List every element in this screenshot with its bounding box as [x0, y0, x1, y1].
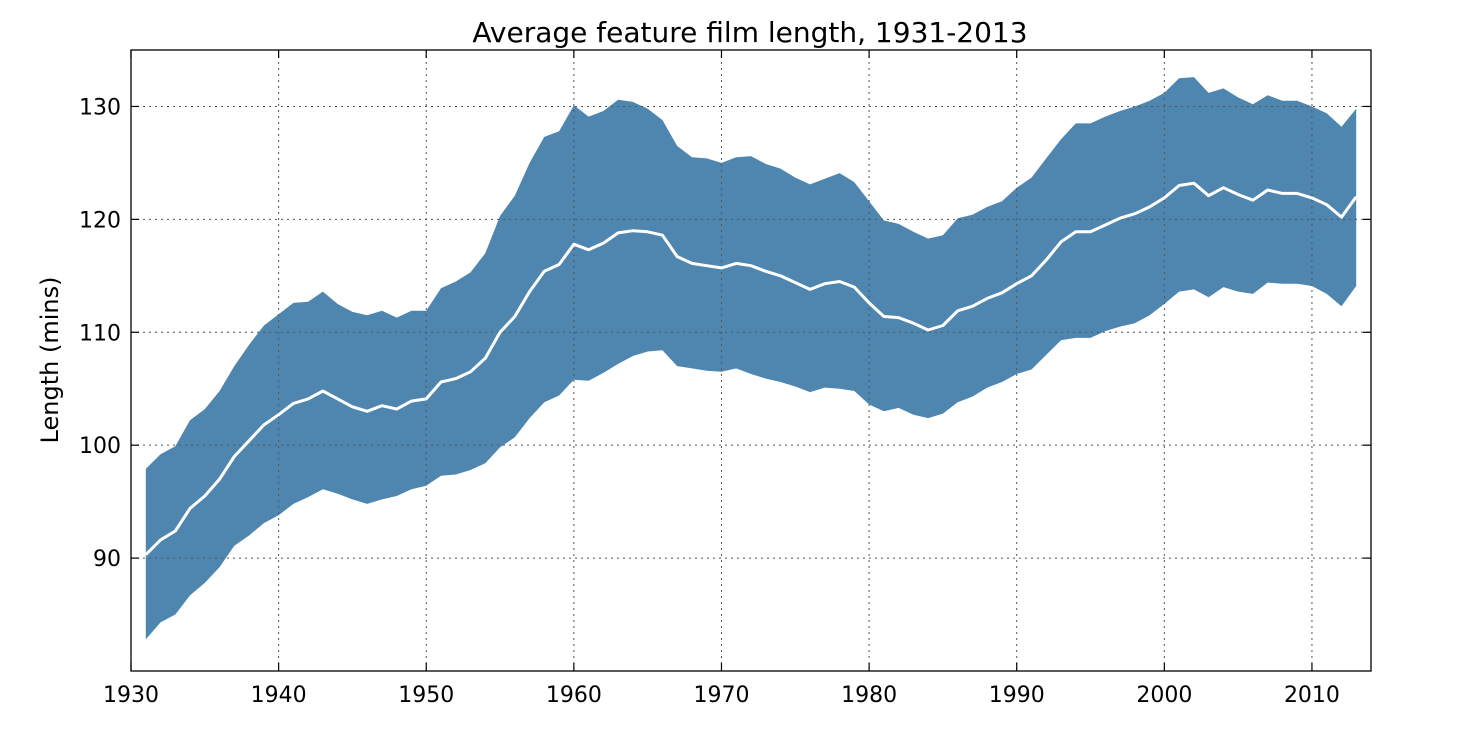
- range-band: [145, 77, 1357, 640]
- x-tick-label: 1990: [989, 683, 1045, 708]
- x-tick-label: 1930: [103, 683, 159, 708]
- x-tick-label: 2010: [1284, 683, 1340, 708]
- x-tick-label: 1940: [251, 683, 307, 708]
- y-tick-label: 120: [79, 208, 121, 233]
- x-tick-label: 1960: [546, 683, 602, 708]
- x-tick-label: 1970: [693, 683, 749, 708]
- chart-title: Average feature film length, 1931-2013: [472, 16, 1027, 49]
- x-tick-label: 2000: [1136, 683, 1192, 708]
- x-tick-label: 1950: [398, 683, 454, 708]
- x-tick-label: 1980: [841, 683, 897, 708]
- y-tick-label: 100: [79, 434, 121, 459]
- plot-area: 1930 1940 1950 1960 1970 1980 1990 2000 2010 90 10…: [79, 49, 1372, 708]
- y-axis-label: Length (mins): [36, 277, 64, 444]
- y-tick-label: 110: [79, 321, 121, 346]
- plot-frame: [130, 49, 1372, 672]
- y-tick-label: 130: [79, 95, 121, 120]
- y-tick-label: 90: [93, 547, 121, 572]
- mean-line: [144, 181, 1358, 556]
